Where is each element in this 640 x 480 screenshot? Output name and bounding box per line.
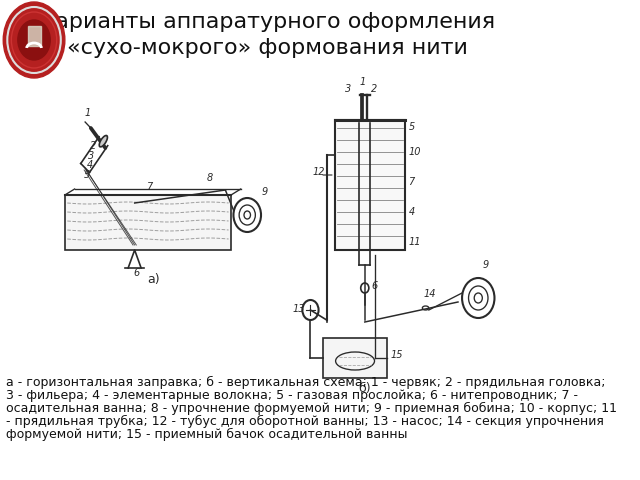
Text: 12: 12 <box>312 167 324 177</box>
Text: 8: 8 <box>207 173 213 183</box>
Ellipse shape <box>99 135 108 147</box>
Text: 6: 6 <box>371 281 378 291</box>
Bar <box>323 338 387 378</box>
Text: 2: 2 <box>371 84 378 94</box>
Text: 11: 11 <box>408 237 421 247</box>
Circle shape <box>3 2 65 78</box>
Text: Варианты аппаратурного оформления: Варианты аппаратурного оформления <box>40 12 495 32</box>
Text: - прядильная трубка; 12 - тубус для оборотной ванны; 13 - насос; 14 - секция упр: - прядильная трубка; 12 - тубус для обор… <box>6 415 604 428</box>
Text: 3: 3 <box>88 151 94 161</box>
Text: 3: 3 <box>346 84 351 94</box>
Text: б): б) <box>358 382 371 395</box>
Text: 5: 5 <box>83 170 90 180</box>
Text: а): а) <box>148 273 161 286</box>
Text: осадительная ванна; 8 - упрочнение формуемой нити; 9 - приемная бобина; 10 - кор: осадительная ванна; 8 - упрочнение форму… <box>6 402 618 415</box>
Text: 4: 4 <box>87 160 93 170</box>
Text: 4: 4 <box>408 207 415 217</box>
Text: 1: 1 <box>360 77 366 87</box>
Bar <box>65 195 231 250</box>
Text: 14: 14 <box>423 289 436 299</box>
Text: 5: 5 <box>408 122 415 132</box>
Text: 7: 7 <box>146 182 152 192</box>
Circle shape <box>18 20 51 60</box>
Text: 1: 1 <box>84 108 90 118</box>
Text: 6: 6 <box>133 268 140 278</box>
Text: формуемой нити; 15 - приемный бачок осадительной ванны: формуемой нити; 15 - приемный бачок осад… <box>6 428 408 441</box>
Text: 13: 13 <box>292 304 305 314</box>
Text: 9: 9 <box>262 187 268 197</box>
Text: 3 - фильера; 4 - элементарные волокна; 5 - газовая прослойка; 6 - нитепроводник;: 3 - фильера; 4 - элементарные волокна; 5… <box>6 389 579 402</box>
Bar <box>28 26 40 46</box>
Text: а - горизонтальная заправка; б - вертикальная схема; 1 - червяк; 2 - прядильная : а - горизонтальная заправка; б - вертика… <box>6 376 606 389</box>
Text: 10: 10 <box>408 147 421 157</box>
Bar <box>335 120 405 250</box>
Text: 15: 15 <box>391 350 403 360</box>
Text: «сухо-мокрого» формования нити: «сухо-мокрого» формования нити <box>67 38 468 58</box>
Text: 9: 9 <box>483 260 488 270</box>
Text: 2: 2 <box>90 141 96 151</box>
Text: 7: 7 <box>408 177 415 187</box>
